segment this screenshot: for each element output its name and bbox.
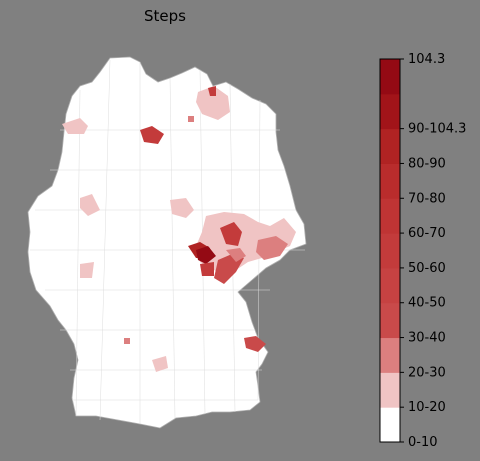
colorbar-tick-label: 70-80 <box>408 191 446 206</box>
district-south-b <box>124 338 130 344</box>
colorbar-frame <box>379 58 401 443</box>
district-passau <box>244 336 266 352</box>
district-highlights <box>62 86 296 372</box>
colorbar-bin <box>380 372 400 408</box>
district-hannover-east <box>170 198 194 218</box>
district-rostock-city <box>208 86 216 96</box>
district-leipzig <box>220 222 242 246</box>
colorbar-bin <box>380 59 400 95</box>
colorbar-bin <box>380 337 400 373</box>
district-small-north <box>188 116 194 122</box>
map-title: Steps <box>144 7 186 25</box>
district-dresden <box>256 236 288 260</box>
germany-outline <box>27 56 307 429</box>
colorbar-bin <box>380 198 400 234</box>
colorbar-tick-label: 10-20 <box>408 400 446 415</box>
district-rostock <box>196 86 230 120</box>
district-zwickau <box>226 248 246 262</box>
colorbar-bin <box>380 233 400 269</box>
germany-choropleth-map <box>27 56 307 429</box>
colorbar-tick-label: 30-40 <box>408 331 446 346</box>
colorbar-tick-label: 90-104.3 <box>408 122 466 137</box>
district-west-a <box>80 194 100 216</box>
colorbar-bin <box>380 302 400 339</box>
colorbar-bin <box>380 407 400 443</box>
district-hamburg-area <box>140 126 164 144</box>
colorbar-tick-label: 80-90 <box>408 156 446 171</box>
colorbar-tick-label: 60-70 <box>408 226 446 241</box>
district-thuringia-b <box>196 246 216 264</box>
colorbar-tick-label: 50-60 <box>408 261 446 276</box>
colorbar-bin <box>380 128 400 164</box>
colorbar-bin <box>380 163 400 199</box>
district-thuringia-c <box>200 262 214 276</box>
colorbar-tick-label: 40-50 <box>408 296 446 311</box>
district-schleswig <box>62 118 88 134</box>
colorbar-bin <box>380 93 400 130</box>
colorbar-bin <box>380 267 400 304</box>
district-south-a <box>152 356 168 372</box>
district-west-b <box>80 262 94 278</box>
colorbar-tick-label: 20-30 <box>408 365 446 380</box>
colorbar-tick-label: 0-10 <box>408 435 438 450</box>
colorbar-max-label: 104.3 <box>408 52 445 67</box>
